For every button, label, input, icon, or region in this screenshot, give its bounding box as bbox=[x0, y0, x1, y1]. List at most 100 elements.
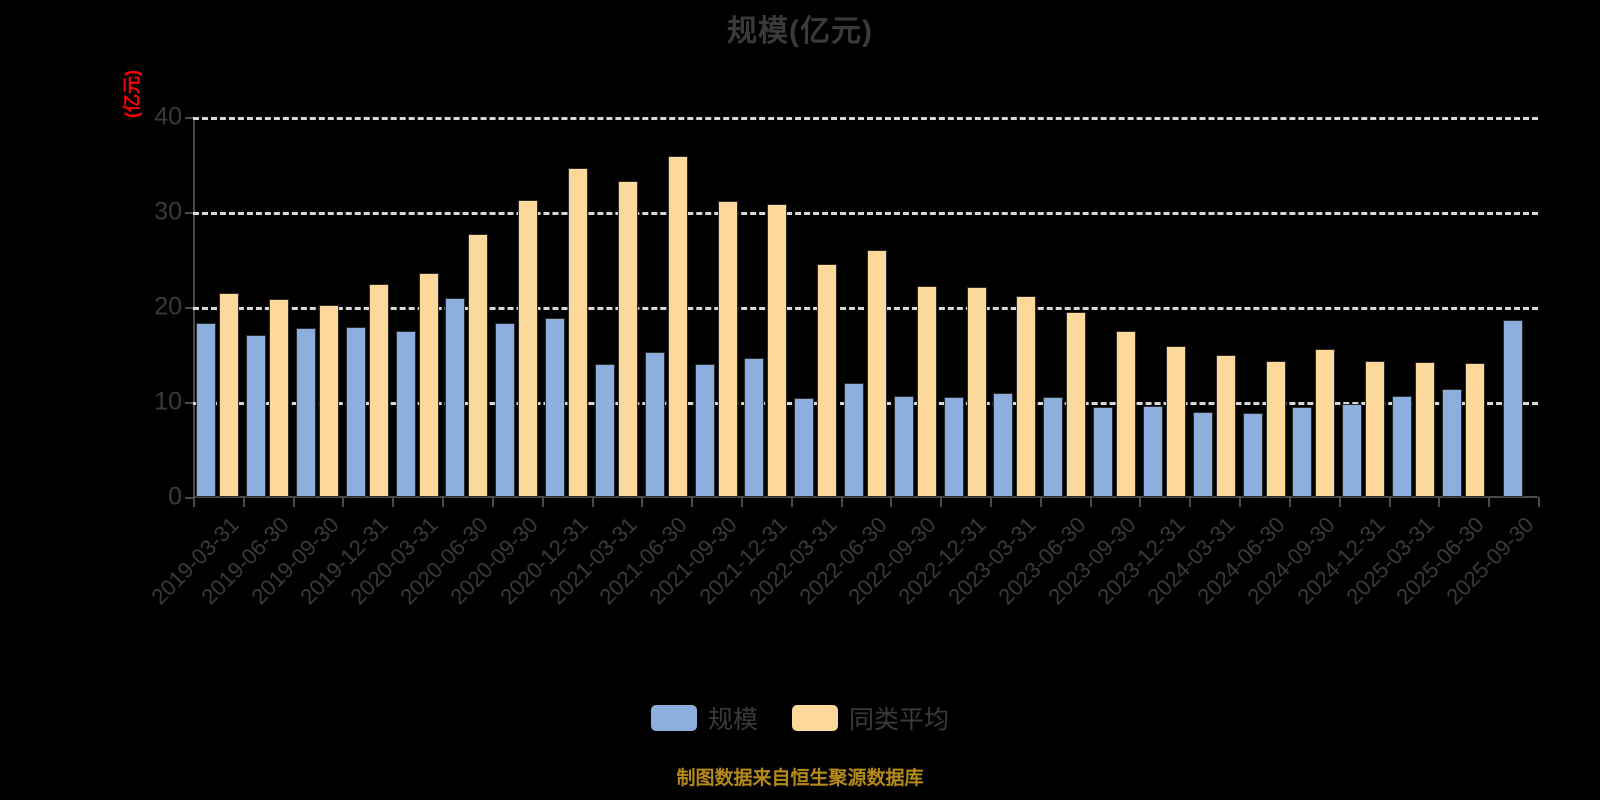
bar-同类平均[interactable] bbox=[518, 199, 539, 497]
y-tick-mark bbox=[185, 402, 194, 404]
x-tick-mark bbox=[491, 497, 494, 507]
x-axis-line bbox=[193, 496, 1538, 498]
x-tick-mark bbox=[641, 497, 644, 507]
bar-规模[interactable] bbox=[644, 351, 665, 497]
bar-同类平均[interactable] bbox=[817, 264, 838, 497]
x-tick-mark bbox=[1189, 497, 1192, 507]
x-tick-mark bbox=[1538, 497, 1540, 507]
bar-规模[interactable] bbox=[744, 358, 765, 497]
legend-label: 同类平均 bbox=[849, 706, 950, 734]
gridline bbox=[193, 117, 1538, 120]
bar-同类平均[interactable] bbox=[1365, 361, 1386, 497]
bar-规模[interactable] bbox=[1391, 396, 1412, 497]
bar-规模[interactable] bbox=[844, 383, 864, 497]
gridline bbox=[193, 402, 1538, 405]
bar-规模[interactable] bbox=[296, 327, 317, 497]
x-tick-mark bbox=[1338, 497, 1341, 507]
x-tick-mark bbox=[292, 497, 295, 507]
x-tick-mark bbox=[1488, 497, 1491, 507]
bar-规模[interactable] bbox=[246, 334, 267, 497]
x-tick-mark bbox=[392, 497, 395, 507]
bar-同类平均[interactable] bbox=[1464, 363, 1485, 497]
legend-item-1[interactable]: 同类平均 bbox=[792, 700, 949, 736]
bar-同类平均[interactable] bbox=[1066, 311, 1087, 497]
bar-规模[interactable] bbox=[694, 364, 715, 497]
bar-同类平均[interactable] bbox=[568, 168, 589, 497]
bar-同类平均[interactable] bbox=[767, 204, 788, 497]
bar-同类平均[interactable] bbox=[1414, 362, 1435, 497]
x-tick-mark bbox=[940, 497, 943, 507]
bar-规模[interactable] bbox=[1441, 388, 1462, 497]
x-tick-mark bbox=[1288, 497, 1291, 507]
gridline bbox=[193, 307, 1538, 310]
bar-同类平均[interactable] bbox=[617, 180, 638, 497]
x-tick-mark bbox=[442, 497, 445, 507]
legend-item-0[interactable]: 规模 bbox=[650, 700, 758, 736]
x-tick-mark bbox=[242, 497, 245, 507]
y-tick-label: 10 bbox=[154, 387, 182, 416]
bar-同类平均[interactable] bbox=[916, 286, 937, 497]
bar-同类平均[interactable] bbox=[966, 287, 987, 497]
y-tick-mark bbox=[185, 497, 194, 499]
page-title: 规模(亿元) bbox=[727, 15, 873, 48]
y-tick-mark bbox=[185, 307, 194, 309]
bar-规模[interactable] bbox=[545, 318, 566, 497]
bar-同类平均[interactable] bbox=[667, 155, 688, 497]
bar-规模[interactable] bbox=[943, 397, 964, 497]
x-tick-mark bbox=[790, 497, 793, 507]
bar-同类平均[interactable] bbox=[468, 233, 489, 497]
x-tick-mark bbox=[1139, 497, 1142, 507]
x-tick-mark bbox=[840, 497, 843, 507]
x-tick-mark bbox=[691, 497, 694, 507]
legend-swatch-icon bbox=[650, 705, 697, 731]
bar-规模[interactable] bbox=[395, 330, 416, 497]
bar-同类平均[interactable] bbox=[219, 292, 240, 497]
bar-规模[interactable] bbox=[445, 298, 466, 497]
x-tick-mark bbox=[1089, 497, 1092, 507]
bar-规模[interactable] bbox=[196, 323, 217, 497]
y-tick-mark bbox=[185, 117, 194, 119]
bar-规模[interactable] bbox=[594, 364, 615, 497]
y-tick-label: 40 bbox=[154, 102, 182, 131]
bar-规模[interactable] bbox=[495, 323, 516, 497]
x-tick-mark bbox=[193, 497, 195, 507]
bar-同类平均[interactable] bbox=[1165, 345, 1186, 497]
bar-同类平均[interactable] bbox=[418, 272, 439, 497]
x-tick-mark bbox=[890, 497, 893, 507]
bar-同类平均[interactable] bbox=[368, 284, 389, 497]
bar-同类平均[interactable] bbox=[1315, 348, 1336, 497]
bar-规模[interactable] bbox=[893, 396, 914, 497]
x-tick-mark bbox=[1438, 497, 1441, 507]
bar-同类平均[interactable] bbox=[319, 305, 340, 497]
bar-同类平均[interactable] bbox=[1016, 295, 1037, 497]
y-tick-mark bbox=[185, 212, 194, 214]
bar-规模[interactable] bbox=[1503, 320, 1524, 497]
footer-note: 制图数据来自恒生聚源数据库 bbox=[676, 768, 924, 789]
bar-同类平均[interactable] bbox=[269, 299, 290, 497]
bar-同类平均[interactable] bbox=[1265, 361, 1286, 497]
y-tick-label: 30 bbox=[154, 197, 182, 226]
x-tick-mark bbox=[990, 497, 993, 507]
bar-同类平均[interactable] bbox=[717, 200, 738, 497]
bar-同类平均[interactable] bbox=[867, 250, 887, 497]
bar-规模[interactable] bbox=[1142, 405, 1163, 497]
bar-规模[interactable] bbox=[1192, 412, 1213, 497]
x-tick-mark bbox=[1039, 497, 1042, 507]
legend-swatch-icon bbox=[792, 705, 838, 731]
bar-同类平均[interactable] bbox=[1215, 354, 1236, 497]
bar-规模[interactable] bbox=[993, 392, 1014, 497]
plot-area bbox=[193, 117, 1538, 497]
legend-label: 规模 bbox=[707, 706, 758, 734]
bar-规模[interactable] bbox=[794, 398, 815, 497]
x-tick-mark bbox=[1388, 497, 1391, 507]
bar-规模[interactable] bbox=[345, 326, 366, 497]
x-tick-mark bbox=[342, 497, 345, 507]
bar-规模[interactable] bbox=[1292, 406, 1313, 497]
bar-规模[interactable] bbox=[1342, 403, 1363, 497]
bar-规模[interactable] bbox=[1242, 413, 1263, 497]
bar-同类平均[interactable] bbox=[1116, 330, 1137, 497]
x-tick-mark bbox=[740, 497, 743, 507]
bar-规模[interactable] bbox=[1043, 397, 1064, 497]
bar-规模[interactable] bbox=[1093, 406, 1114, 497]
